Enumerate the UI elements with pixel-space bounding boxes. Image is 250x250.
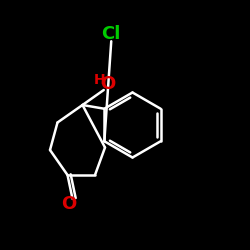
Text: Cl: Cl [102, 25, 121, 43]
Text: H: H [94, 74, 106, 88]
Text: O: O [100, 75, 116, 93]
Text: O: O [61, 195, 76, 213]
